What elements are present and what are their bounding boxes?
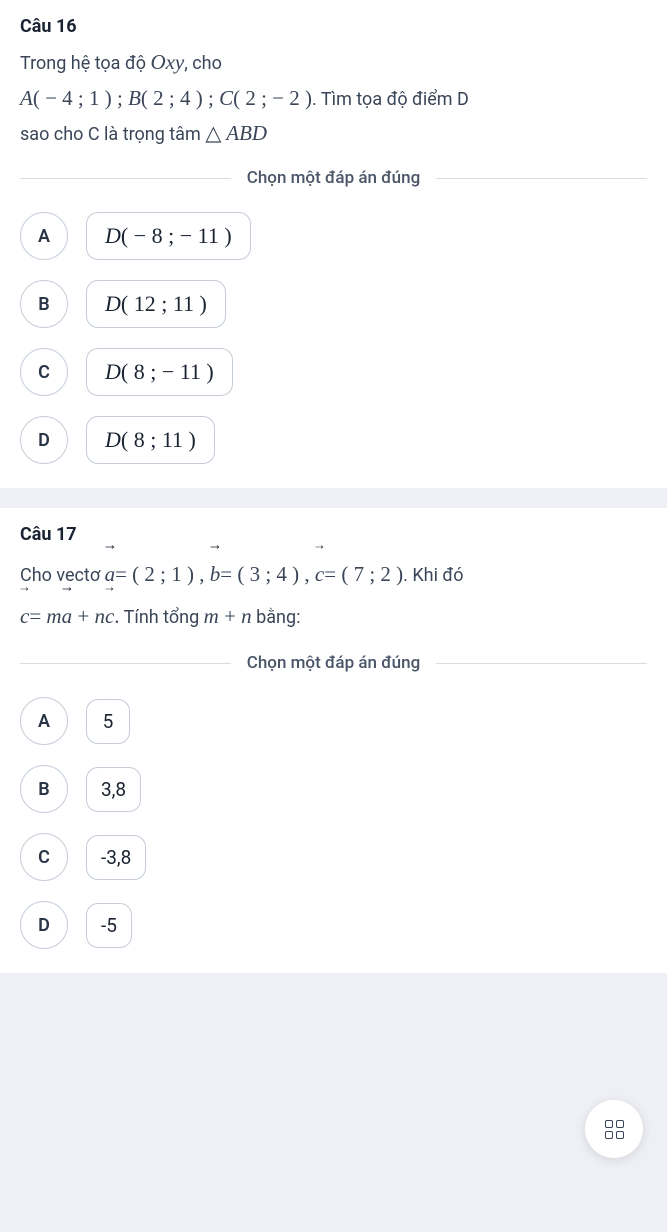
vec-a2: a — [62, 604, 73, 628]
q16-tri: △ — [205, 121, 221, 145]
option-value-box: D( − 8 ; − 11 ) — [86, 212, 251, 260]
q16-B-label: B — [128, 86, 141, 110]
option-letter: D — [20, 416, 68, 464]
vec-c2: c — [20, 604, 29, 628]
vector-arrow-icon — [62, 583, 73, 595]
option-row-16A[interactable]: A D( − 8 ; − 11 ) — [20, 212, 647, 260]
option-value-box: D( 12 ; 11 ) — [86, 280, 226, 328]
vec-c3: c — [105, 604, 114, 628]
option-row-16C[interactable]: C D( 8 ; − 11 ) — [20, 348, 647, 396]
option-letter: D — [20, 901, 68, 949]
q16-sep2: ; — [203, 86, 219, 110]
q16-oxy: Oxy — [150, 50, 184, 74]
option-letter: B — [20, 280, 68, 328]
b-val: = ( 3 ; 4 ) — [220, 562, 299, 586]
option-letter: B — [20, 765, 68, 813]
vector-arrow-icon — [20, 583, 29, 595]
sum-n: n — [241, 604, 252, 628]
eq: = — [29, 604, 46, 628]
option-value-box: 5 — [86, 699, 130, 744]
sum-plus: + — [219, 604, 241, 628]
option-letter: A — [20, 212, 68, 260]
vector-arrow-icon — [105, 583, 114, 595]
question-text: Trong hệ tọa độ Oxy, cho A( − 4 ; 1 ) ; … — [20, 45, 647, 152]
option-row-16D[interactable]: D D( 8 ; 11 ) — [20, 416, 647, 464]
option-row-17B[interactable]: B 3,8 — [20, 765, 647, 813]
option-letter: C — [20, 833, 68, 881]
sum-m: m — [204, 604, 219, 628]
question-card-17: Câu 17 Cho vectơ a= ( 2 ; 1 ) , b= ( 3 ;… — [0, 508, 667, 973]
q16-C-label: C — [219, 86, 233, 110]
q17-tail2: bằng: — [252, 607, 301, 628]
option-letter: A — [20, 697, 68, 745]
n: n — [94, 604, 105, 628]
vector-arrow-icon — [105, 541, 116, 553]
q16-C-coords: ( 2 ; − 2 ) — [233, 86, 312, 110]
plus: + — [72, 604, 94, 628]
comma1: , — [194, 562, 210, 586]
instruction-divider: Chọn một đáp án đúng — [20, 653, 647, 673]
instruction-divider: Chọn một đáp án đúng — [20, 168, 647, 188]
q16-tail: . Tìm tọa độ điểm D — [312, 89, 469, 110]
q16-line1-post: , cho — [184, 53, 222, 74]
question-text: Cho vectơ a= ( 2 ; 1 ) , b= ( 3 ; 4 ) , … — [20, 553, 647, 637]
option-value-box: D( 8 ; − 11 ) — [86, 348, 233, 396]
q16-abd: ABD — [221, 121, 267, 145]
q16-sep1: ; — [112, 86, 128, 110]
option-row-16B[interactable]: B D( 12 ; 11 ) — [20, 280, 647, 328]
q17-mid: Tính tổng — [120, 607, 204, 628]
comma2: , — [299, 562, 315, 586]
grid-icon — [605, 1120, 624, 1139]
instruction-text: Chọn một đáp án đúng — [231, 168, 437, 188]
opt-label: D — [105, 427, 121, 453]
divider-line-right — [436, 663, 647, 664]
option-value-box: -3,8 — [86, 835, 146, 880]
q16-line1-pre: Trong hệ tọa độ — [20, 53, 150, 74]
option-value-box: D( 8 ; 11 ) — [86, 416, 215, 464]
divider-line-left — [20, 663, 231, 664]
option-row-17D[interactable]: D -5 — [20, 901, 647, 949]
divider-line-left — [20, 178, 231, 179]
vec-c: c — [315, 562, 324, 586]
vector-arrow-icon — [210, 541, 221, 553]
opt-label: D — [105, 223, 121, 249]
q16-line3-pre: sao cho C là trọng tâm — [20, 124, 205, 145]
opt-coords: ( 8 ; − 11 ) — [121, 359, 214, 385]
option-value-box: -5 — [86, 903, 132, 948]
q17-tail1: . Khi đó — [403, 565, 463, 586]
c-val: = ( 7 ; 2 ) — [324, 562, 403, 586]
m: m — [46, 604, 61, 628]
opt-label: D — [105, 291, 121, 317]
question-number: Câu 16 — [20, 16, 647, 37]
opt-coords: ( 8 ; 11 ) — [121, 427, 196, 453]
grid-menu-button[interactable] — [585, 1100, 643, 1158]
q16-B-coords: ( 2 ; 4 ) — [141, 86, 203, 110]
vec-b: b — [210, 562, 221, 586]
divider-line-right — [436, 178, 647, 179]
option-row-17A[interactable]: A 5 — [20, 697, 647, 745]
option-row-17C[interactable]: C -3,8 — [20, 833, 647, 881]
q16-A-label: A — [20, 86, 33, 110]
question-card-16: Câu 16 Trong hệ tọa độ Oxy, cho A( − 4 ;… — [0, 0, 667, 488]
option-letter: C — [20, 348, 68, 396]
q16-A-coords: ( − 4 ; 1 ) — [33, 86, 112, 110]
option-value-box: 3,8 — [86, 767, 141, 812]
instruction-text: Chọn một đáp án đúng — [231, 653, 437, 673]
a-val: = ( 2 ; 1 ) — [115, 562, 194, 586]
opt-coords: ( 12 ; 11 ) — [121, 291, 207, 317]
opt-coords: ( − 8 ; − 11 ) — [121, 223, 232, 249]
opt-label: D — [105, 359, 121, 385]
vector-arrow-icon — [315, 541, 324, 553]
